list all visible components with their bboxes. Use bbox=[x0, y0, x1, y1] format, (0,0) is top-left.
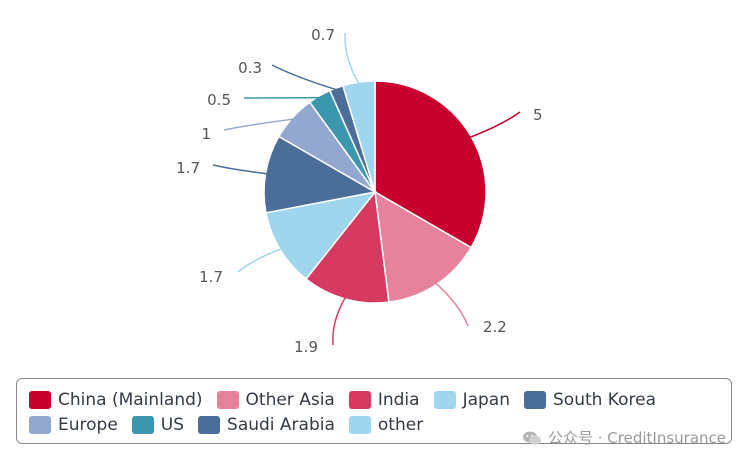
legend-item[interactable]: Japan bbox=[433, 390, 510, 410]
leader-line bbox=[469, 111, 521, 139]
watermark: 公众号 · CreditInsurance bbox=[522, 427, 726, 448]
data-label: 5 bbox=[533, 106, 543, 124]
data-label: 0.7 bbox=[311, 26, 335, 44]
legend-item[interactable]: South Korea bbox=[524, 390, 656, 410]
data-label: 1.7 bbox=[199, 268, 223, 286]
leader-line bbox=[271, 64, 338, 91]
leader-line bbox=[434, 282, 469, 327]
legend-swatch bbox=[198, 416, 221, 434]
leader-line bbox=[344, 32, 360, 85]
legend-label: South Korea bbox=[553, 390, 657, 410]
legend-label: other bbox=[377, 415, 424, 435]
legend-swatch bbox=[131, 416, 154, 434]
wechat-icon bbox=[522, 431, 541, 444]
legend-label: China (Mainland) bbox=[58, 390, 203, 410]
leader-line bbox=[237, 247, 283, 273]
legend-item[interactable]: China (Mainland) bbox=[29, 390, 203, 410]
legend-swatch bbox=[348, 391, 371, 409]
legend-row: China (Mainland) Other Asia India Japan Sout… bbox=[29, 388, 656, 412]
legend-item[interactable]: Europe bbox=[29, 415, 118, 435]
legend-swatch bbox=[348, 416, 371, 434]
legend-item[interactable]: Other Asia bbox=[216, 390, 335, 410]
watermark-text: 公众号 · CreditInsurance bbox=[547, 429, 726, 447]
legend-label: Japan bbox=[462, 390, 510, 410]
legend-item[interactable]: India bbox=[348, 390, 420, 410]
legend-swatch bbox=[29, 416, 51, 434]
data-label: 1.9 bbox=[294, 338, 318, 356]
data-label: 0.5 bbox=[207, 91, 231, 109]
legend-label: India bbox=[377, 390, 420, 410]
data-label: 1 bbox=[201, 125, 211, 143]
legend-item[interactable]: US bbox=[131, 415, 185, 435]
data-label: 2.2 bbox=[483, 318, 507, 336]
legend-item[interactable]: other bbox=[348, 415, 424, 435]
legend-swatch bbox=[524, 391, 546, 409]
leader-line bbox=[212, 164, 268, 175]
data-label: 1.7 bbox=[176, 159, 200, 177]
legend-label: Other Asia bbox=[245, 390, 335, 410]
leader-line bbox=[223, 118, 295, 131]
legend-row: Europe US Saudi Arabia other bbox=[29, 413, 423, 437]
legend-label: Europe bbox=[58, 415, 118, 435]
legend-swatch bbox=[433, 391, 456, 409]
legend-label: US bbox=[160, 415, 185, 435]
legend: China (Mainland) Other Asia India Japan Sout… bbox=[16, 378, 732, 444]
pie-chart: 52.21.91.71.710.50.30.7 bbox=[176, 26, 543, 356]
legend-swatch bbox=[216, 391, 239, 409]
leader-line bbox=[332, 296, 347, 346]
legend-item[interactable]: Saudi Arabia bbox=[198, 415, 335, 435]
legend-swatch bbox=[29, 391, 51, 409]
legend-label: Saudi Arabia bbox=[227, 415, 335, 435]
data-label: 0.3 bbox=[238, 59, 262, 77]
